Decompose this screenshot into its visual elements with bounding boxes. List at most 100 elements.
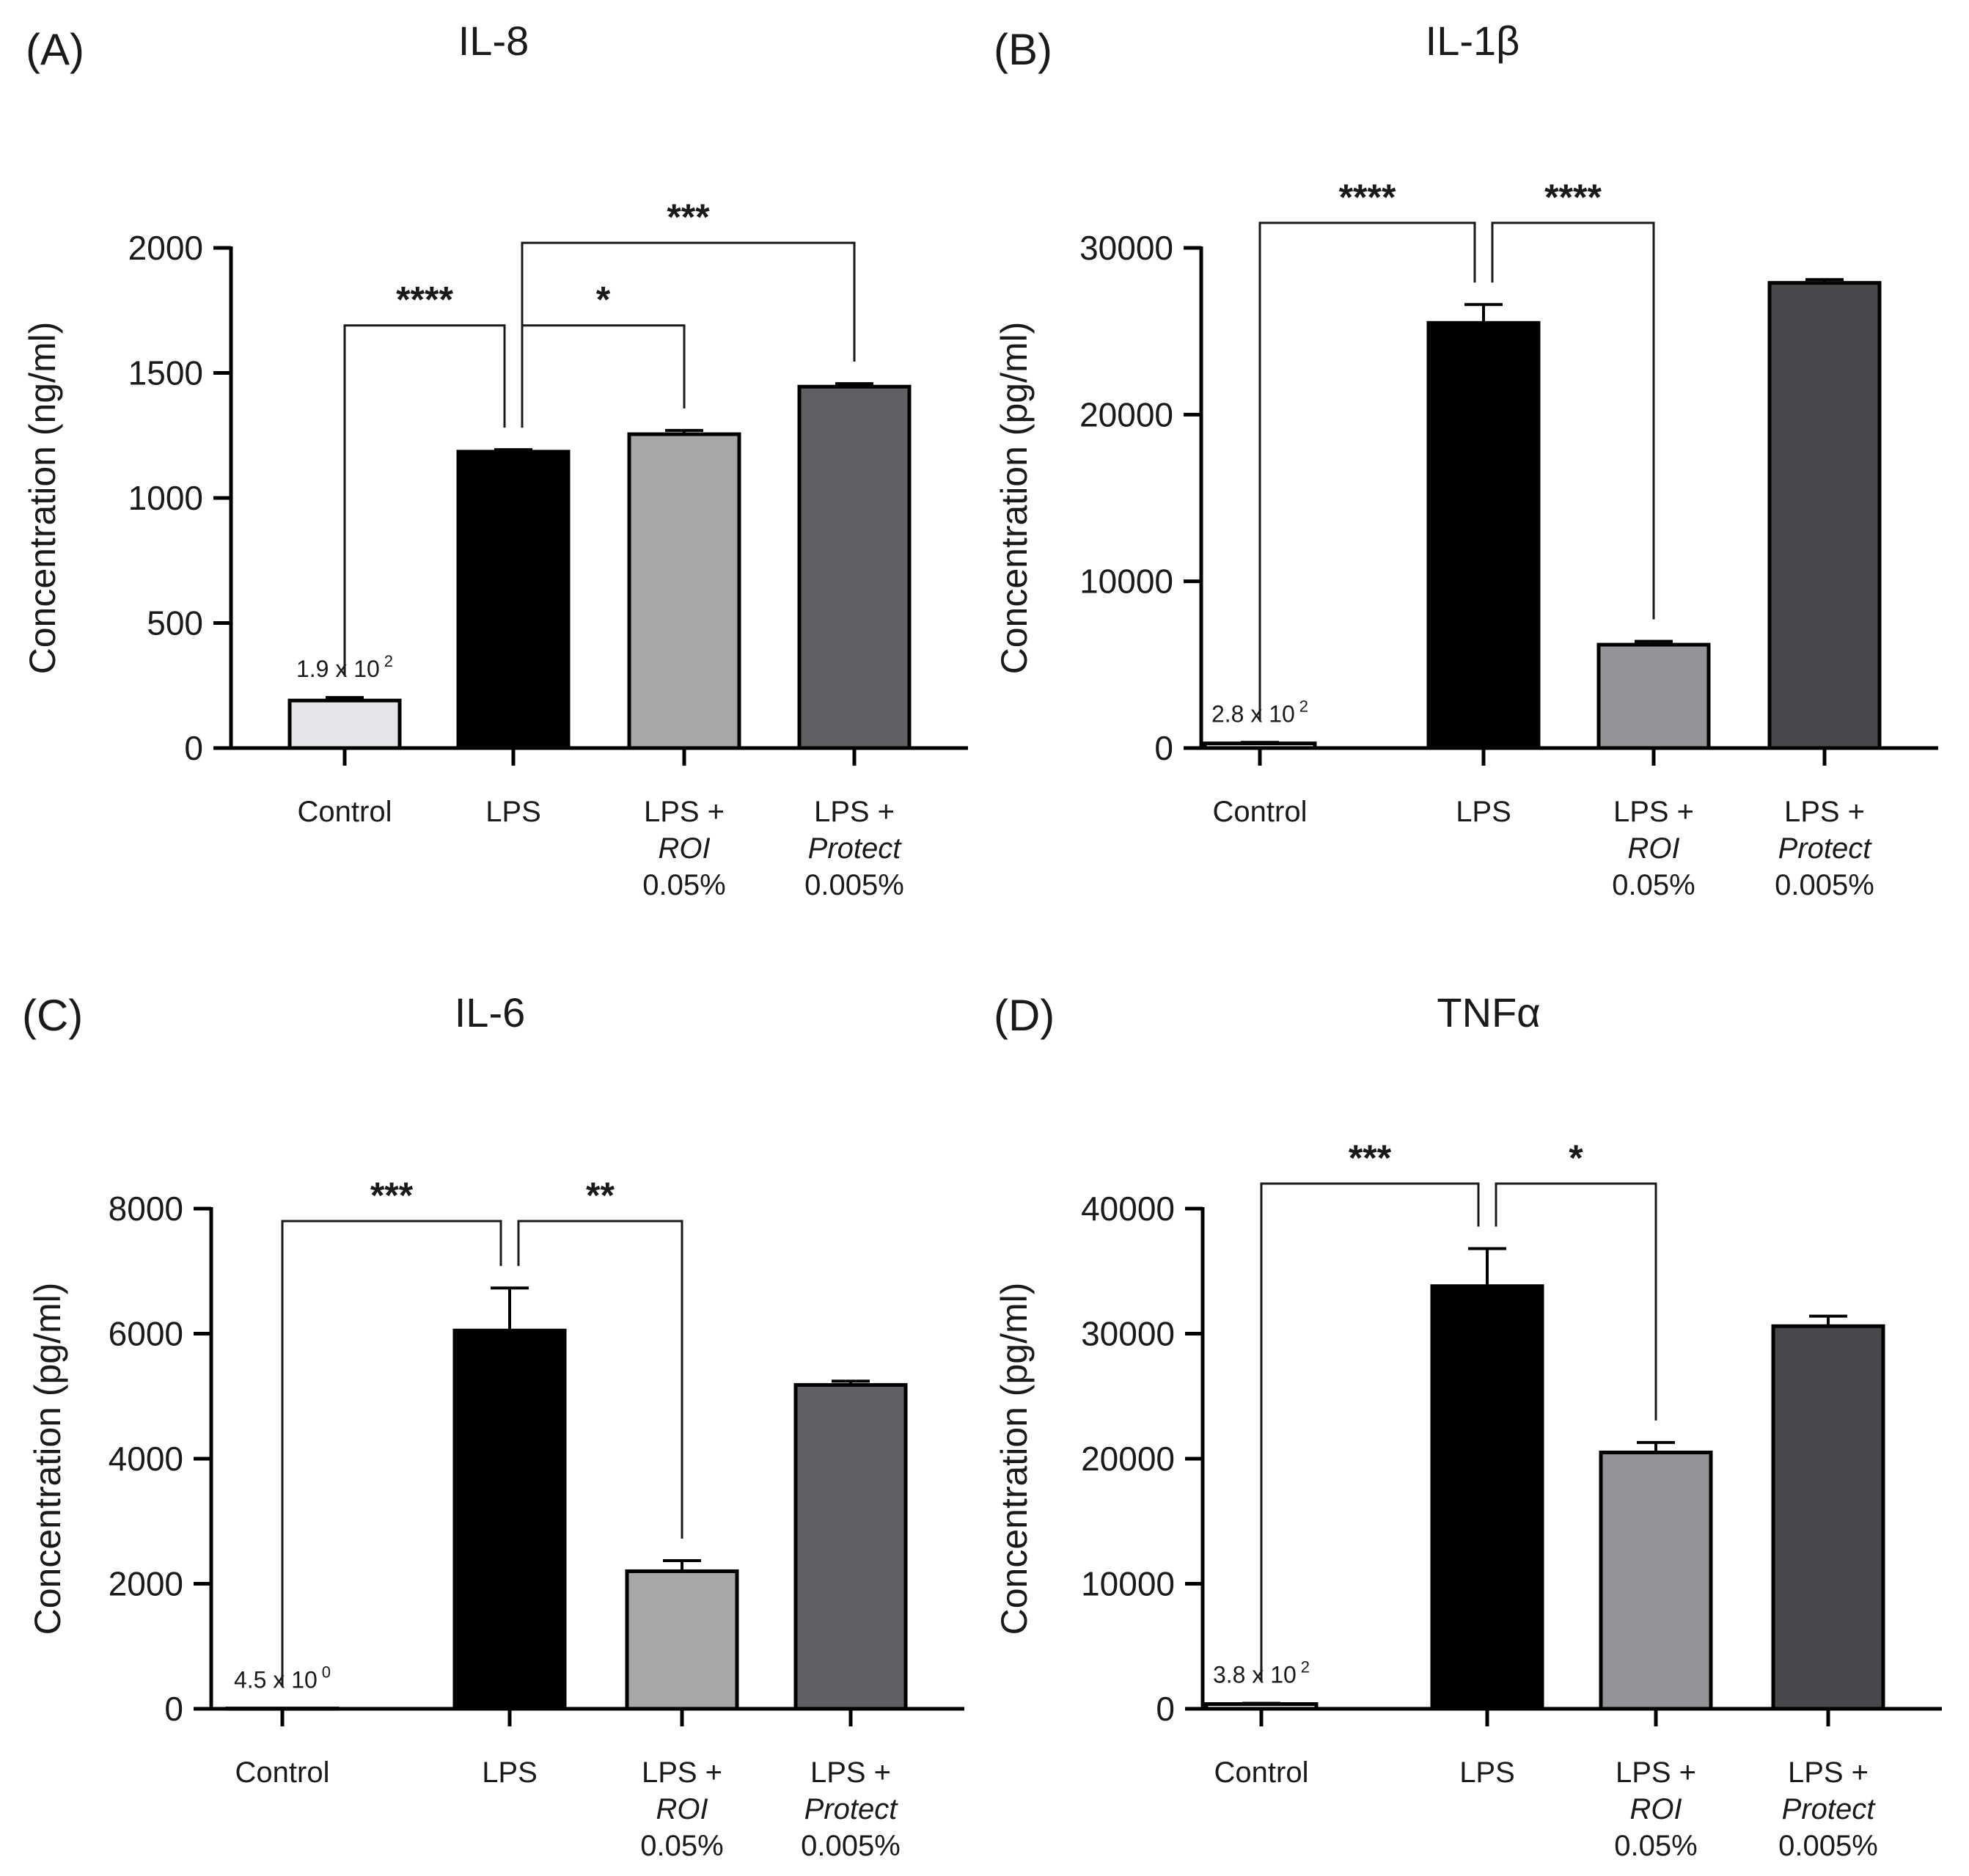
y-tick-label: 0 [184, 729, 203, 767]
x-tick-label: LPS + [810, 1756, 891, 1789]
chart-panel-c: (C) IL-6 Concentration (pg/ml) 0 2000 4000 600… [22, 989, 964, 1862]
value-annotation: 1.9 x 10 2 [296, 652, 393, 682]
x-tick-label: ROI [658, 832, 710, 865]
chart-title: IL-8 [458, 18, 529, 64]
value-annotation-base: 1.9 x 10 [296, 656, 380, 682]
significance-bracket [1495, 1182, 1657, 1421]
value-annotation-exponent: 2 [1299, 697, 1308, 715]
y-tick-label: 500 [147, 604, 203, 642]
y-tick-label: 4000 [109, 1440, 183, 1478]
significance-bracket [521, 241, 856, 428]
bar [793, 1382, 908, 1711]
significance-bracket [517, 1220, 683, 1539]
x-tick-label: 0.05% [1614, 1830, 1697, 1862]
chart-panel-a: (A) IL-8 Concentration (ng/ml) 0 500 1000 1500… [22, 18, 968, 901]
bar [287, 698, 402, 750]
y-tick-label: 0 [1156, 1690, 1175, 1728]
value-annotation: 4.5 x 10 0 [234, 1663, 331, 1693]
y-tick-label: 20000 [1081, 1440, 1175, 1478]
significance-label: * [596, 279, 611, 320]
x-tick-label: ROI [1629, 1793, 1682, 1825]
chart-panel-b: (B) IL-1β Concentration (pg/ml) 0 10000 20000… [994, 18, 1938, 901]
value-annotation-exponent: 2 [384, 652, 393, 670]
y-tick-label: 20000 [1079, 395, 1173, 433]
panel-label: (C) [22, 991, 83, 1040]
y-tick-label: 0 [1154, 729, 1173, 767]
significance-bracket [521, 324, 686, 428]
x-tick-label: Control [1214, 1756, 1309, 1789]
x-tick-label: LPS [485, 796, 541, 828]
value-annotation: 2.8 x 10 2 [1211, 697, 1308, 727]
y-tick-label: 0 [164, 1690, 183, 1728]
x-tick-label: Protect [1778, 832, 1873, 865]
x-tick-label: LPS + [1613, 796, 1694, 828]
significance-label: *** [1349, 1137, 1392, 1179]
x-tick-label: LPS + [642, 1756, 722, 1789]
value-annotation-base: 3.8 x 10 [1213, 1661, 1297, 1688]
y-axis-label: Concentration (pg/ml) [994, 1283, 1035, 1635]
y-axis-label: Concentration (ng/ml) [22, 322, 63, 675]
y-tick-label: 40000 [1081, 1190, 1175, 1228]
significance-label: * [1569, 1137, 1583, 1179]
x-tick-label: LPS + [1788, 1756, 1869, 1789]
y-tick-label: 10000 [1081, 1565, 1175, 1603]
value-annotation: 3.8 x 10 2 [1213, 1657, 1310, 1688]
y-tick-label: 2000 [128, 229, 203, 267]
y-tick-label: 1500 [128, 354, 203, 392]
x-tick-label: 0.05% [640, 1830, 723, 1862]
bar [452, 1328, 567, 1711]
chart-title: IL-6 [455, 989, 526, 1036]
y-tick-label: 2000 [109, 1565, 183, 1603]
x-tick-label: LPS + [1784, 796, 1865, 828]
bar [627, 432, 741, 750]
x-tick-label: LPS [1456, 796, 1511, 828]
x-tick-label: Control [1213, 796, 1308, 828]
y-tick-label: 10000 [1079, 563, 1173, 601]
x-tick-label: 0.005% [1775, 869, 1874, 901]
significance-bracket [343, 324, 506, 676]
x-tick-label: 0.005% [1778, 1830, 1878, 1862]
value-annotation-exponent: 0 [322, 1663, 331, 1682]
chart-title: TNFα [1437, 989, 1540, 1036]
bar [625, 1569, 739, 1711]
panel-label: (B) [994, 25, 1052, 74]
significance-bracket [1258, 221, 1476, 721]
significance-label: **** [1339, 177, 1396, 218]
x-tick-label: LPS [1459, 1756, 1515, 1789]
x-tick-label: ROI [656, 1793, 708, 1825]
x-tick-label: Control [298, 796, 392, 828]
y-tick-label: 30000 [1081, 1315, 1175, 1353]
significance-label: ** [586, 1175, 615, 1216]
significance-bracket [1491, 221, 1655, 620]
significance-bracket [1260, 1182, 1480, 1682]
chart-panel-d: (D) TNFα Concentration (pg/ml) 0 10000 20000 3… [994, 989, 1942, 1862]
x-tick-label: 0.005% [801, 1830, 901, 1862]
significance-label: **** [1544, 177, 1602, 218]
x-tick-label: LPS [482, 1756, 538, 1789]
y-tick-label: 6000 [109, 1315, 183, 1353]
x-tick-label: Control [235, 1756, 330, 1789]
y-axis-label: Concentration (pg/ml) [27, 1283, 68, 1635]
panel-label: (A) [26, 25, 84, 74]
significance-bracket [281, 1220, 502, 1687]
bar [1771, 1324, 1885, 1711]
y-tick-label: 8000 [109, 1190, 183, 1228]
bar [797, 384, 912, 750]
significance-label: *** [667, 197, 710, 238]
x-tick-label: LPS + [1616, 1756, 1696, 1789]
x-tick-label: 0.05% [1612, 869, 1695, 901]
bar [1596, 642, 1711, 750]
value-annotation-base: 2.8 x 10 [1211, 700, 1295, 727]
x-tick-label: 0.05% [642, 869, 725, 901]
bar [1767, 281, 1882, 750]
panel-label: (D) [994, 991, 1055, 1040]
x-tick-label: 0.005% [804, 869, 904, 901]
x-tick-label: Protect [1782, 1793, 1877, 1825]
x-tick-label: LPS + [644, 796, 725, 828]
y-axis-label: Concentration (pg/ml) [994, 322, 1035, 675]
y-tick-label: 30000 [1079, 229, 1173, 267]
significance-label: *** [370, 1175, 414, 1216]
significance-label: **** [396, 279, 453, 320]
x-tick-label: Protect [808, 832, 903, 865]
y-tick-label: 1000 [128, 479, 203, 517]
